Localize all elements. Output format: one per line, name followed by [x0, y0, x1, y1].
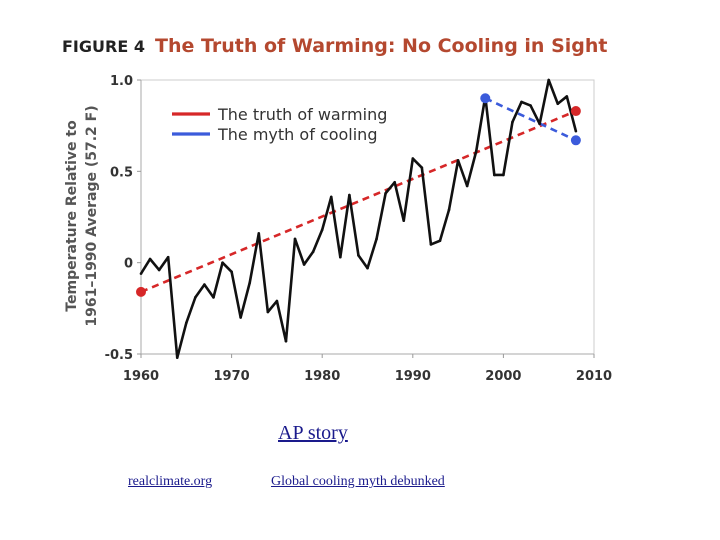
temperature-point: [465, 184, 469, 188]
temperature-point: [302, 263, 306, 266]
temperature-point: [239, 316, 242, 319]
cooling-trend-line: [484, 97, 577, 142]
temperature-point: [429, 243, 433, 246]
y-tick-label: 0.5: [110, 165, 133, 180]
temperature-point: [212, 296, 215, 299]
temperature-point: [329, 195, 333, 199]
temperature-point: [185, 321, 188, 325]
y-tick-label: 1.0: [110, 74, 133, 89]
figure-title: The Truth of Warming: No Cooling in Sigh…: [155, 35, 607, 57]
temperature-point: [166, 255, 170, 259]
temperature-point: [384, 191, 387, 195]
temperature-point: [520, 100, 523, 104]
temperature-point: [556, 102, 560, 106]
x-tick-label: 1960: [123, 369, 159, 384]
cooling-trend-start-point: [480, 93, 491, 104]
temperature-point: [194, 296, 197, 299]
temperature-point: [311, 250, 315, 254]
x-tick-label: 2010: [576, 369, 612, 384]
temperature-point: [248, 281, 252, 285]
y-axis-title: Temperature Relative to 1961–1990 Averag…: [64, 105, 100, 326]
x-tick-label: 1990: [395, 369, 431, 384]
x-tick-label: 2000: [485, 369, 521, 384]
y-axis-title-line-2: 1961–1990 Average (57.2 F): [84, 105, 100, 326]
temperature-point: [375, 237, 378, 241]
warming-trend-end-point: [570, 106, 581, 117]
temperature-point: [420, 166, 424, 169]
x-tick-label: 1980: [304, 369, 340, 384]
y-tick-label: 0: [124, 257, 133, 272]
cooling-trend-end-point: [570, 135, 581, 146]
temperature-point: [175, 356, 179, 359]
temperature-point: [411, 157, 415, 160]
temperature-point: [456, 159, 460, 162]
temperature-point: [438, 239, 442, 243]
temperature-point: [230, 270, 233, 274]
ap-story-link[interactable]: AP story: [278, 422, 348, 444]
warming-trend-line: [140, 109, 577, 294]
temperature-point: [320, 228, 324, 232]
temperature-chart: FIGURE 4 The Truth of Warming: No Coolin…: [62, 35, 612, 384]
temperature-point: [148, 257, 152, 261]
y-axis-title-line-1: Temperature Relative to: [64, 120, 80, 312]
warming-trend-start-point: [136, 286, 146, 297]
temperature-point: [275, 299, 279, 303]
realclimate-link[interactable]: realclimate.org: [128, 474, 213, 489]
temperature-point: [339, 255, 342, 259]
global-cooling-myth-link[interactable]: Global cooling myth debunked: [271, 474, 445, 489]
x-tick-label: 1970: [214, 369, 250, 384]
temperature-point: [447, 208, 451, 211]
temperature-point: [284, 339, 288, 343]
temperature-point: [402, 219, 406, 222]
legend-label: The truth of warming: [217, 105, 387, 124]
temperature-point: [547, 78, 550, 82]
y-tick-label: -0.5: [105, 348, 133, 363]
temperature-point: [348, 193, 351, 197]
temperature-point: [221, 261, 224, 264]
figure-label: FIGURE 4: [62, 37, 145, 56]
temperature-point: [502, 173, 505, 177]
temperature-point: [565, 95, 569, 98]
legend-label: The myth of cooling: [217, 125, 377, 144]
temperature-point: [529, 104, 532, 107]
temperature-point: [538, 122, 541, 126]
temperature-point: [139, 272, 143, 275]
temperature-point: [203, 283, 206, 286]
temperature-point: [493, 173, 496, 177]
temperature-point: [366, 266, 369, 270]
temperature-point: [474, 149, 478, 153]
temperature-point: [257, 232, 261, 235]
temperature-point: [511, 120, 514, 124]
temperature-point: [293, 237, 297, 241]
temperature-point: [266, 310, 270, 314]
temperature-point: [157, 268, 161, 272]
temperature-point: [357, 254, 360, 257]
temperature-point: [393, 180, 396, 184]
temperature-point: [574, 129, 578, 133]
